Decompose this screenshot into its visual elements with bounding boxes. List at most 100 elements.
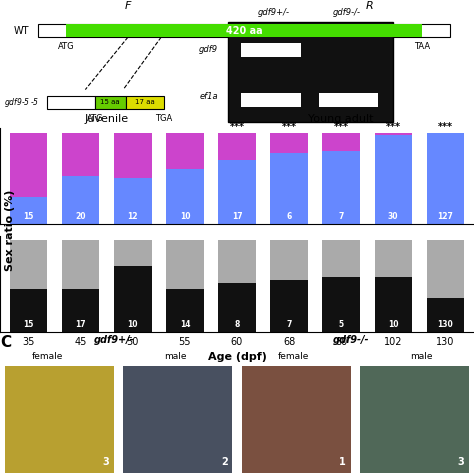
- Text: Sex ratio (%): Sex ratio (%): [5, 189, 15, 271]
- Text: ATG: ATG: [58, 42, 75, 51]
- Bar: [114, 240, 152, 266]
- Bar: [62, 175, 100, 224]
- Bar: [322, 277, 360, 332]
- Text: R: R: [366, 1, 374, 11]
- Bar: [319, 92, 378, 107]
- Bar: [242, 366, 351, 473]
- Text: 7: 7: [338, 212, 344, 221]
- Text: C: C: [0, 335, 11, 350]
- Text: Juvenile: Juvenile: [85, 114, 129, 124]
- Bar: [374, 240, 412, 277]
- Text: Young adult: Young adult: [309, 114, 374, 124]
- Text: ***: ***: [334, 122, 349, 132]
- Bar: [66, 24, 422, 37]
- X-axis label: Age (dpf): Age (dpf): [208, 352, 266, 362]
- Text: 6: 6: [286, 212, 292, 221]
- Text: 130: 130: [438, 320, 453, 329]
- Bar: [166, 240, 204, 289]
- Bar: [5, 366, 114, 473]
- Bar: [322, 240, 360, 277]
- Bar: [322, 151, 360, 224]
- Text: TAA: TAA: [414, 42, 430, 51]
- Text: 3: 3: [458, 457, 465, 467]
- Text: ***: ***: [229, 122, 245, 132]
- Text: ***: ***: [386, 122, 401, 132]
- Text: 30: 30: [388, 212, 399, 221]
- Text: 8: 8: [234, 320, 240, 329]
- Bar: [114, 266, 152, 332]
- Bar: [62, 133, 100, 175]
- Bar: [322, 133, 360, 151]
- Text: WT: WT: [14, 26, 29, 36]
- Bar: [123, 366, 232, 473]
- Bar: [241, 43, 301, 57]
- Text: TGA: TGA: [155, 114, 172, 123]
- Text: ef1a: ef1a: [200, 92, 218, 101]
- Text: gdf9+/-: gdf9+/-: [93, 335, 134, 345]
- Bar: [270, 240, 308, 280]
- Bar: [270, 280, 308, 332]
- Bar: [62, 240, 100, 289]
- Bar: [374, 135, 412, 224]
- Text: male: male: [410, 352, 433, 361]
- Text: 1: 1: [339, 457, 346, 467]
- Bar: [47, 96, 95, 109]
- Text: 2: 2: [221, 457, 228, 467]
- Text: ***: ***: [282, 122, 297, 132]
- Text: 17 aa: 17 aa: [135, 100, 155, 105]
- Bar: [427, 133, 464, 134]
- Text: male: male: [164, 352, 187, 361]
- Text: 420 aa: 420 aa: [226, 26, 263, 36]
- Bar: [218, 160, 256, 224]
- Text: 7: 7: [286, 320, 292, 329]
- Bar: [114, 178, 152, 224]
- Text: 3: 3: [102, 457, 109, 467]
- Bar: [126, 96, 164, 109]
- Bar: [166, 169, 204, 224]
- Text: 127: 127: [438, 212, 453, 221]
- Text: ***: ***: [438, 122, 453, 132]
- Text: 10: 10: [128, 320, 138, 329]
- Text: gdf9-/-: gdf9-/-: [333, 8, 361, 17]
- Text: gdf9+/-: gdf9+/-: [258, 8, 290, 17]
- Text: 17: 17: [75, 320, 86, 329]
- Bar: [166, 133, 204, 169]
- Text: F: F: [125, 1, 131, 11]
- Bar: [270, 153, 308, 224]
- Bar: [38, 24, 450, 37]
- Bar: [10, 240, 47, 289]
- Text: 17: 17: [232, 212, 242, 221]
- Text: 5: 5: [338, 320, 344, 329]
- Bar: [10, 289, 47, 332]
- Bar: [62, 289, 100, 332]
- Bar: [427, 134, 464, 224]
- Bar: [427, 240, 464, 298]
- Text: female: female: [278, 352, 310, 361]
- Bar: [427, 298, 464, 332]
- Text: female: female: [32, 352, 63, 361]
- Text: 10: 10: [388, 320, 399, 329]
- Text: 15 aa: 15 aa: [100, 100, 120, 105]
- Bar: [10, 197, 47, 224]
- Bar: [10, 133, 47, 197]
- Bar: [374, 277, 412, 332]
- Bar: [270, 133, 308, 153]
- Bar: [218, 240, 256, 283]
- Text: 10: 10: [180, 212, 190, 221]
- Bar: [360, 366, 469, 473]
- Bar: [241, 92, 301, 107]
- Text: ATG: ATG: [86, 114, 103, 123]
- Text: 14: 14: [180, 320, 190, 329]
- Text: 12: 12: [128, 212, 138, 221]
- Bar: [218, 133, 256, 160]
- Bar: [374, 133, 412, 135]
- Bar: [95, 96, 126, 109]
- Text: 15: 15: [23, 212, 34, 221]
- Text: 15: 15: [23, 320, 34, 329]
- Bar: [218, 283, 256, 332]
- Bar: [114, 133, 152, 178]
- Text: gdf9: gdf9: [199, 45, 218, 54]
- Text: gdf9-5$^{\/}$-5: gdf9-5$^{\/}$-5: [4, 96, 39, 109]
- Bar: [166, 289, 204, 332]
- Text: 20: 20: [75, 212, 86, 221]
